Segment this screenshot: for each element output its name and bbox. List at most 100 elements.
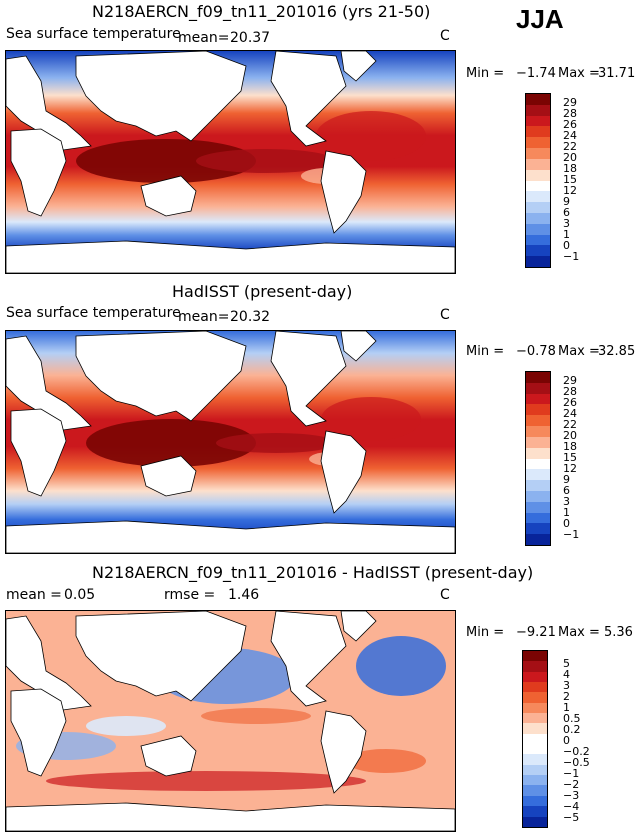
cold-anomaly-north-atlantic: [356, 636, 446, 696]
land-africa: [10, 688, 67, 777]
mean-value: 20.32: [230, 309, 271, 325]
land-antarctica: [6, 802, 455, 831]
colorbar-swatch: [526, 169, 550, 181]
land-asia: [75, 331, 247, 422]
colorbar-label: 15: [563, 173, 577, 186]
land-europe-asia-west: [6, 615, 92, 712]
min-value: −9.21: [516, 625, 556, 640]
difference-map: [5, 610, 456, 832]
colorbar-swatch: [526, 202, 550, 213]
colorbar-label: 6: [563, 484, 570, 497]
max-value: 31.71: [598, 66, 636, 81]
colorbar-swatch: [523, 795, 547, 807]
land-australia: [140, 455, 197, 497]
colorbar-swatch: [523, 806, 547, 817]
rmse-value: 1.46: [228, 587, 260, 603]
colorbar-label: 0.5: [563, 712, 581, 725]
colorbar-label: 3: [563, 495, 570, 508]
warm-anomaly-equatorial: [201, 708, 311, 724]
colorbar-label: 9: [563, 473, 570, 486]
colorbar-swatch: [526, 447, 550, 459]
warm-anomaly-southern: [46, 771, 366, 791]
colorbar-label: 29: [563, 374, 577, 387]
colorbar-swatch: [523, 754, 547, 765]
land-asia: [75, 611, 247, 702]
colorbar-swatch: [526, 480, 550, 491]
colorbar-label: 20: [563, 151, 577, 164]
colorbar-swatch: [526, 212, 550, 224]
land-south-america: [320, 710, 367, 794]
colorbar-swatch: [526, 223, 550, 235]
colorbar-swatch: [523, 723, 547, 734]
units-label: C: [440, 28, 450, 44]
season-label: JJA: [516, 4, 564, 34]
land-north-america: [270, 51, 347, 147]
sst-map: [5, 330, 456, 554]
colorbar-swatch: [526, 256, 550, 267]
warm-pool: [76, 139, 256, 183]
colorbar-label: 5: [563, 657, 570, 670]
colorbar-swatch: [526, 436, 550, 448]
colorbar-swatch: [523, 785, 547, 796]
colorbar-swatch: [523, 661, 547, 672]
land-africa: [10, 408, 67, 497]
colorbar-label: 0: [563, 517, 570, 530]
map-canvas: [6, 611, 455, 831]
land-greenland: [340, 611, 377, 642]
colorbar: [522, 650, 548, 828]
land-europe-asia-west: [6, 55, 92, 152]
colorbar-swatch: [523, 713, 547, 724]
max-value: 32.85: [598, 344, 636, 359]
colorbar-swatch: [526, 490, 550, 502]
colorbar-label: 24: [563, 407, 577, 420]
continents: [6, 331, 455, 553]
colorbar-swatch: [526, 501, 550, 513]
min-value: −1.74: [516, 66, 556, 81]
colorbar-label: 0: [563, 239, 570, 252]
panel-title: HadISST (present-day): [172, 282, 353, 301]
colorbar-label: 12: [563, 462, 577, 475]
land-south-america: [320, 430, 367, 514]
land-south-america: [320, 150, 367, 234]
land-antarctica: [6, 240, 455, 273]
colorbar-label: 15: [563, 451, 577, 464]
min-value: −0.78: [516, 344, 556, 359]
colorbar-swatch: [526, 94, 550, 105]
colorbar-label: 1: [563, 506, 570, 519]
continents: [6, 611, 455, 831]
colorbar-swatch: [526, 372, 550, 383]
colorbar: [525, 93, 551, 268]
rmse-label: rmse =: [164, 587, 216, 603]
colorbar-label: −2: [563, 778, 580, 791]
colorbar-label: 26: [563, 396, 577, 409]
colorbar-swatch: [526, 245, 550, 257]
units-label: C: [440, 307, 450, 323]
colorbar-swatch: [526, 180, 550, 192]
colorbar-label: 3: [563, 679, 570, 692]
mean-value: 20.37: [230, 30, 271, 46]
colorbar-label: −1: [563, 250, 580, 263]
mean-label: mean=: [178, 309, 230, 325]
land-antarctica: [6, 520, 455, 553]
warm-pool: [86, 419, 256, 467]
colorbar-label: 22: [563, 140, 577, 153]
min-label: Min =: [466, 66, 505, 81]
colorbar-swatch: [523, 692, 547, 703]
colorbar-label: 0: [563, 734, 570, 747]
colorbar-swatch: [526, 469, 550, 481]
colorbar-label: −3: [563, 789, 580, 802]
colorbar-label: −1: [563, 767, 580, 780]
max-label: Max =: [558, 344, 600, 359]
colorbar-swatch: [526, 115, 550, 127]
colorbar-swatch: [523, 682, 547, 693]
colorbar-label: 28: [563, 385, 577, 398]
colorbar-label: −5: [563, 811, 580, 824]
colorbar-label: 3: [563, 217, 570, 230]
colorbar-label: −0.2: [563, 745, 590, 758]
colorbar-swatch: [526, 393, 550, 405]
map-canvas: [6, 331, 455, 553]
colorbar-swatch: [526, 104, 550, 116]
variable-label: Sea surface temperature: [6, 26, 181, 42]
colorbar-swatch: [526, 148, 550, 159]
sst-map: [5, 50, 456, 274]
